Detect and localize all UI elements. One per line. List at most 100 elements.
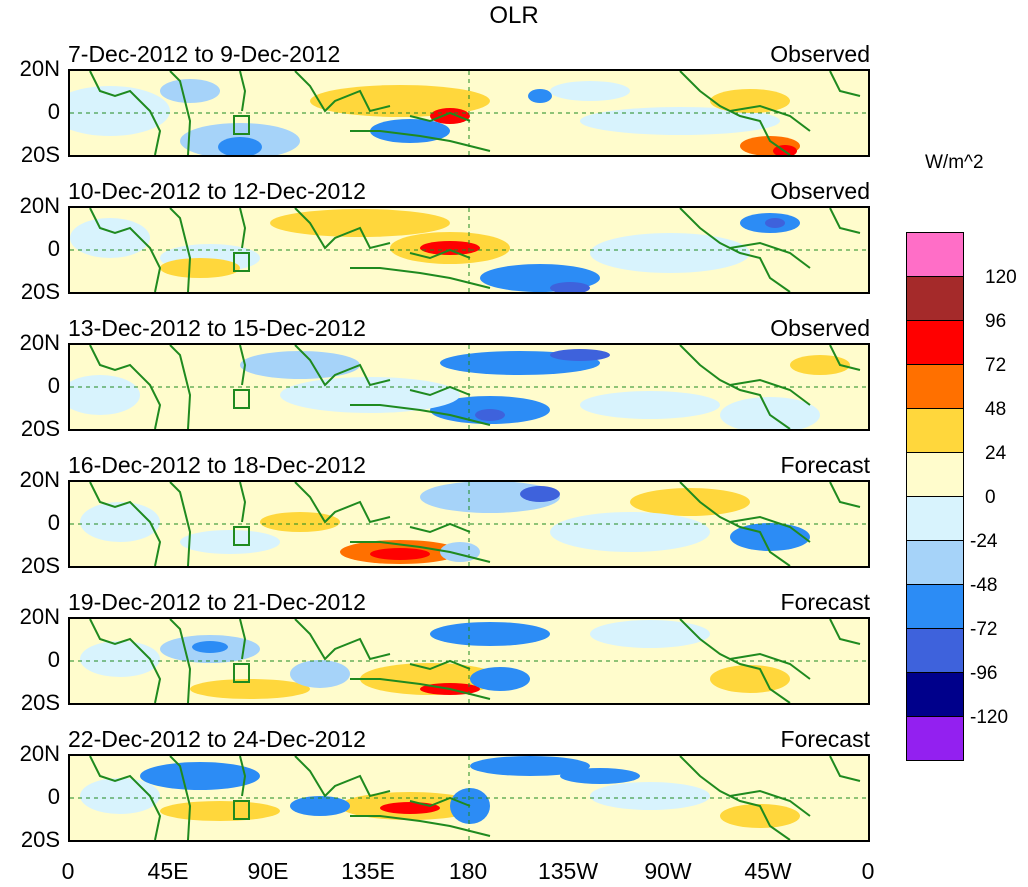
- coastline: [679, 71, 791, 155]
- anomaly-contour: [290, 660, 350, 688]
- coastline: [679, 756, 791, 840]
- anomaly-contour: [550, 349, 610, 361]
- coastline: [294, 345, 391, 387]
- panel-type-label: Observed: [770, 41, 870, 67]
- anomaly-contour: [80, 641, 160, 677]
- panel-type-label: Observed: [770, 178, 870, 204]
- region-box: [233, 663, 250, 683]
- olr-anomaly-field: [70, 482, 868, 566]
- latitude-label: 20N: [19, 330, 60, 355]
- olr-anomaly-field: [70, 71, 868, 155]
- colorbar-label: 24: [985, 443, 1007, 464]
- anomaly-contour: [550, 81, 630, 101]
- latitude-label: 0: [47, 784, 60, 809]
- anomaly-contour: [630, 488, 750, 516]
- longitude-label: 0: [861, 858, 875, 884]
- coastline: [239, 756, 247, 797]
- coastline: [294, 619, 391, 661]
- coastline: [829, 756, 861, 782]
- coastline: [679, 619, 791, 703]
- coastline: [409, 248, 471, 260]
- coastline: [239, 619, 247, 660]
- panel-date-range: 19-Dec-2012 to 21-Dec-2012: [68, 589, 366, 615]
- olr-anomaly-field: [70, 208, 868, 292]
- olr-map-panel: [68, 69, 870, 157]
- anomaly-contour: [790, 355, 850, 375]
- coastline: [350, 678, 491, 700]
- panel-date-range: 10-Dec-2012 to 12-Dec-2012: [68, 178, 366, 204]
- latitude-label: 0: [47, 99, 60, 124]
- coastline: [89, 756, 162, 840]
- olr-map-panel: [68, 343, 870, 431]
- olr-map-panel: [68, 617, 870, 705]
- panel-date-range: 22-Dec-2012 to 24-Dec-2012: [68, 726, 366, 752]
- anomaly-contour: [720, 804, 800, 828]
- anomaly-contour: [475, 409, 505, 421]
- colorbar-label: 72: [985, 355, 1007, 376]
- anomaly-contour: [240, 351, 360, 379]
- coastline: [350, 130, 491, 152]
- panel-date-range: 16-Dec-2012 to 18-Dec-2012: [68, 452, 366, 478]
- colorbar-swatch: [906, 452, 964, 497]
- region-box: [233, 115, 250, 135]
- latitude-label: 0: [47, 236, 60, 261]
- latitude-label: 20N: [19, 56, 60, 81]
- longitude-label: 0: [61, 858, 75, 884]
- coastline: [729, 378, 811, 406]
- latitude-label: 20N: [19, 741, 60, 766]
- coastline: [679, 482, 791, 566]
- coastline: [409, 796, 471, 808]
- chart-title: OLR: [489, 2, 539, 29]
- colorbar-swatch: [906, 496, 964, 541]
- coastline: [679, 208, 791, 292]
- latitude-label: 20N: [19, 193, 60, 218]
- region-box: [233, 252, 250, 272]
- anomaly-contour: [160, 258, 240, 278]
- coastline: [89, 482, 162, 566]
- coastline: [239, 482, 247, 523]
- anomaly-contour: [140, 762, 260, 790]
- coastline: [89, 208, 162, 292]
- anomaly-contour: [70, 86, 170, 136]
- latitude-label: 20N: [19, 604, 60, 629]
- anomaly-contour: [380, 802, 440, 814]
- colorbar-label: 120: [985, 267, 1017, 288]
- anomaly-contour: [218, 137, 262, 155]
- anomaly-contour: [590, 782, 710, 810]
- coastline: [409, 659, 471, 671]
- coastline: [169, 208, 192, 292]
- coastline: [409, 111, 471, 123]
- panel-type-label: Observed: [770, 315, 870, 341]
- coastline: [729, 789, 811, 817]
- colorbar-label: -48: [970, 575, 998, 596]
- anomaly-contour: [470, 756, 590, 776]
- colorbar-label: -120: [970, 707, 1009, 728]
- anomaly-contour: [80, 778, 160, 814]
- coastline: [294, 208, 391, 250]
- coastline: [729, 652, 811, 680]
- anomaly-contour: [580, 107, 780, 135]
- colorbar-units: W/m^2: [925, 152, 984, 173]
- latitude-label: 0: [47, 510, 60, 535]
- coastline: [89, 345, 162, 429]
- colorbar: [906, 232, 964, 761]
- coastline: [169, 345, 192, 429]
- coastline: [294, 482, 391, 524]
- colorbar-swatch: [906, 540, 964, 585]
- colorbar-swatch: [906, 232, 964, 277]
- anomaly-contour: [430, 108, 470, 124]
- colorbar-label: -24: [970, 531, 998, 552]
- colorbar-label: 48: [985, 399, 1007, 420]
- colorbar-swatch: [906, 584, 964, 629]
- coastline: [350, 815, 491, 837]
- anomaly-contour: [550, 512, 710, 552]
- coastline: [239, 71, 247, 112]
- anomaly-contour: [70, 375, 140, 415]
- coastline: [729, 515, 811, 543]
- coastline: [239, 345, 247, 386]
- coastline: [89, 619, 162, 703]
- anomaly-contour: [180, 530, 280, 554]
- anomaly-contour: [765, 218, 785, 228]
- colorbar-label: -96: [970, 663, 998, 684]
- coastline: [829, 482, 861, 508]
